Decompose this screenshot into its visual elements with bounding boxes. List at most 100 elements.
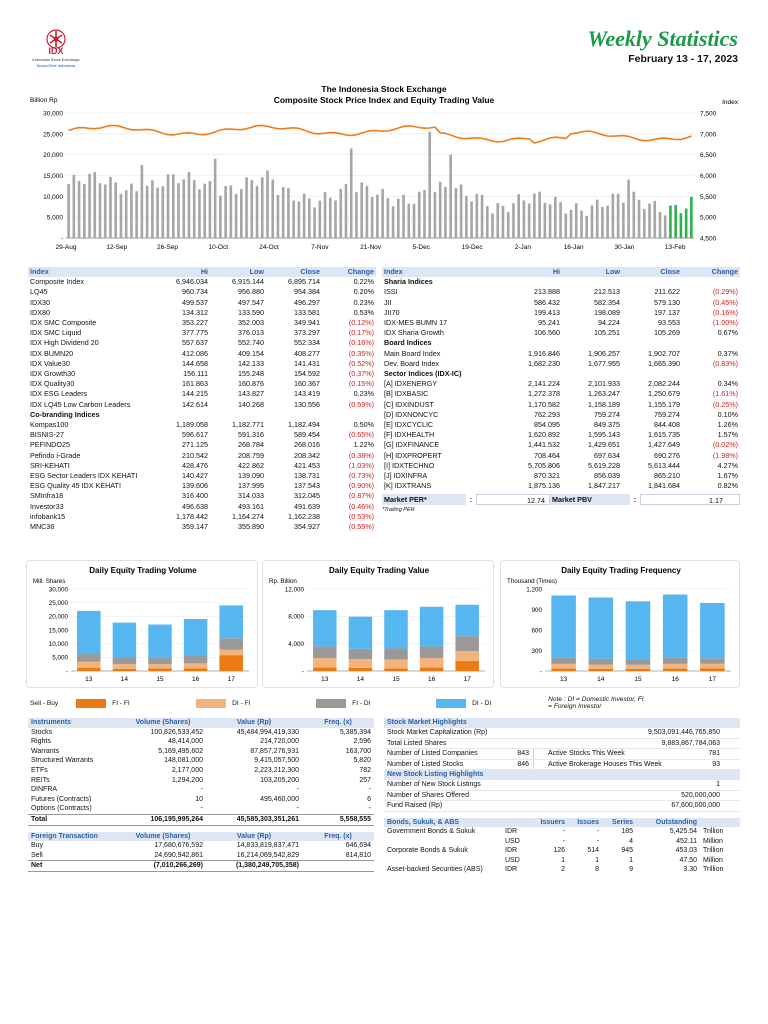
bond-row: Corporate Bonds & Sukuk IDR 126 514 945 453.0… [384, 846, 740, 856]
lt-low: 268.784 [238, 440, 264, 450]
lt-close: 133.581 [294, 307, 320, 317]
main-volume-bar [433, 192, 437, 238]
inst-total-row: Total 106,195,995,264 45,585,303,351,261 5,… [28, 813, 374, 826]
small-chart-bar [112, 668, 137, 671]
rt-change: (0.83%) [712, 358, 738, 368]
bond-h-3: Issues [568, 817, 602, 828]
main-volume-bar [88, 173, 91, 238]
small-chart-bar [219, 649, 243, 656]
lt-change: (0.73%) [348, 471, 374, 481]
lt-change: (0.37%) [348, 369, 374, 379]
main-x-tick: 30-Jan [614, 244, 634, 251]
main-x-tick: 12-Sep [106, 244, 127, 251]
hl-active-stocks-value: 781 [708, 750, 720, 757]
rt-row: Sharia Indices [382, 277, 740, 287]
rt-low: 582.354 [594, 297, 620, 307]
main-volume-bar [355, 192, 358, 238]
lt-name: Pefindo i-Grade [30, 450, 81, 460]
lt-close: 312.045 [294, 491, 320, 501]
bond-cell: - [562, 828, 565, 836]
main-volume-bar [287, 188, 290, 238]
main-volume-bar [187, 171, 191, 238]
left-axis-label: Billion Rp [30, 97, 58, 104]
main-left-tick: 5,000 [47, 215, 64, 222]
main-volume-bar [245, 177, 248, 238]
small-y-tick: 5,000 [52, 655, 68, 662]
main-x-tick: 19-Dec [462, 244, 484, 251]
lt-name: IDX SMC Liquid [30, 328, 82, 338]
main-volume-bar [192, 180, 196, 238]
main-left-tick: - [61, 236, 63, 243]
main-volume-bar [208, 181, 212, 238]
lt-low: 139.090 [238, 471, 264, 481]
inst-cell: 9,415,057,500 [254, 757, 299, 765]
bond-cell: Million [703, 837, 723, 845]
main-volume-bar [622, 202, 625, 238]
hl-cap-row: Stock Market Capitalization (Rp) 9,503,0… [384, 728, 740, 739]
main-volume-bar [538, 191, 541, 238]
lt-close: 552.334 [294, 338, 320, 348]
main-volume-bar [491, 213, 494, 238]
lt-change: (1.03%) [348, 460, 374, 470]
lt-change: (0.90%) [348, 481, 374, 491]
per-colon: : [469, 495, 473, 505]
fx-h-0: Foreign Transaction [28, 831, 120, 842]
lt-name: BISNIS-27 [30, 430, 64, 440]
lt-row: Composite Index 6,946.034 6,915.144 6,895.7… [28, 277, 376, 287]
main-volume-bar [103, 184, 107, 238]
lt-row: IDX Quality30 161.863 160.876 160.367 (0.15%… [28, 379, 376, 389]
lt-change: 0.23% [353, 297, 374, 307]
bond-cell: 514 [587, 847, 599, 855]
small-chart-ylabel: Rp. Billion [269, 578, 297, 585]
lt-row: SMInfra18 316.400 314.033 312.045 (0.87%) [28, 491, 376, 501]
lt-close: 138.731 [294, 471, 320, 481]
rt-change: 0.82% [717, 481, 738, 491]
inst-cell: 5,820 [353, 757, 371, 765]
small-x-tick: 16 [672, 676, 680, 683]
hl-fund-value: 67,600,000,000 [671, 802, 720, 809]
inst-row: REITs 1,294,200 103,205,200 257 [28, 776, 374, 786]
bond-h-6 [700, 817, 740, 828]
hl-fund-label: Fund Raised (Rp) [387, 802, 443, 809]
small-chart-bar [625, 664, 651, 669]
bond-cell: 47.50 [679, 856, 697, 864]
fx-cell: Buy [31, 842, 44, 850]
lt-name: IDX SMC Composite [30, 318, 97, 328]
rt-hi: 1,875.136 [528, 481, 560, 491]
hl-offered-label: Number of Shares Offered [387, 791, 469, 799]
main-volume-bar [569, 209, 573, 238]
lt-hi: 359.147 [182, 522, 208, 532]
lt-hi: 496.638 [182, 501, 208, 511]
small-chart-bar [384, 610, 408, 649]
main-volume-bar [114, 182, 118, 238]
main-volume-bar [601, 206, 604, 238]
main-volume-bar [260, 177, 264, 238]
small-chart-bar [313, 646, 337, 659]
report-period: February 13 - 17, 2023 [628, 53, 738, 65]
lt-row: SRI-KEHATI 428.476 422.862 421.453 (1.03%) [28, 461, 376, 471]
inst-cell: Futures (Contracts) [31, 795, 92, 803]
bond-cell: 8 [595, 866, 599, 874]
lt-hi: 1,189.058 [176, 420, 208, 430]
main-volume-bar [590, 205, 594, 238]
lt-name: IDX High Dividend 20 [30, 338, 99, 348]
small-chart-bar [219, 655, 243, 671]
highlights-header: Stock Market Highlights [384, 718, 740, 728]
rt-name: IDX-MES BUMN 17 [384, 318, 448, 328]
rt-change: (1.00%) [712, 318, 738, 328]
small-chart-bar [700, 668, 725, 671]
small-chart-bar [313, 610, 337, 647]
main-volume-bar [83, 184, 86, 238]
right-axis-label: Index [722, 99, 739, 106]
main-volume-bar [444, 186, 447, 238]
composite-index-line [68, 124, 692, 144]
small-chart-bar [219, 605, 243, 639]
main-volume-bar [606, 205, 609, 238]
fx-h-2: Value (Rp) [206, 831, 302, 842]
rt-change: (0.25%) [712, 399, 738, 409]
rt-hi: 106.560 [534, 328, 560, 338]
hl-houses-label: Active Brokerage Houses This Week [548, 760, 662, 768]
small-x-tick: 15 [156, 676, 164, 683]
rt-hi: 1,272.378 [528, 389, 560, 399]
lt-row: IDX SMC Liquid 377.775 376.013 373.297 (0.17… [28, 328, 376, 338]
